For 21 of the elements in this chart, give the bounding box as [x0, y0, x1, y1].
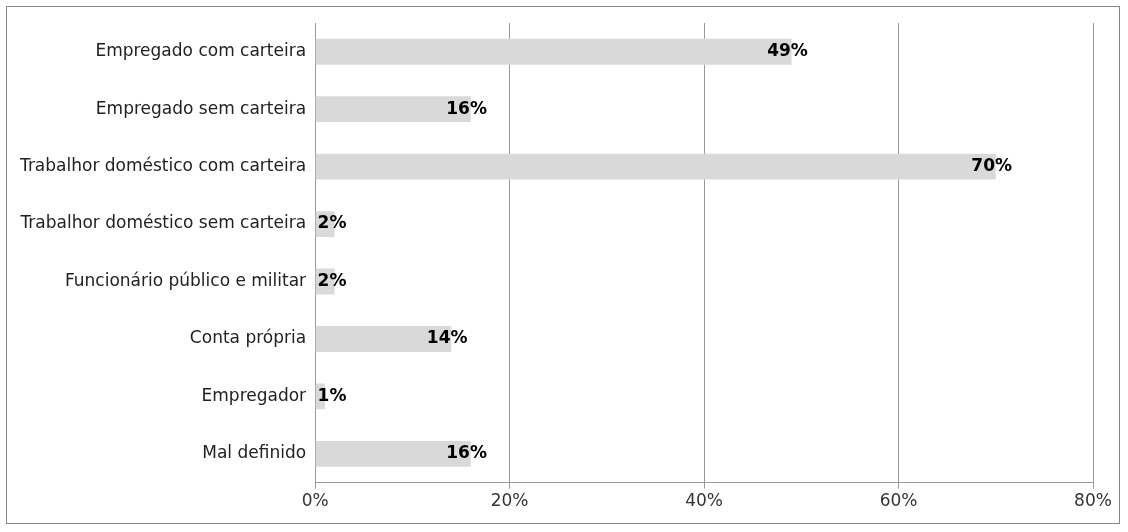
data-label: 16%	[446, 97, 487, 118]
y-tick-label: Empregado sem carteira	[95, 97, 307, 118]
y-tick-label: Mal definido	[202, 442, 307, 463]
y-tick-label: Trabalhor doméstico sem carteira	[19, 212, 307, 233]
y-tick-label: Empregado com carteira	[95, 40, 307, 61]
x-tick-label: 0%	[301, 490, 329, 511]
data-label: 49%	[767, 40, 808, 61]
y-tick-label: Empregador	[201, 384, 307, 405]
y-tick-label: Funcionário público e militar	[64, 269, 307, 290]
x-tick-label: 40%	[685, 490, 723, 511]
x-tick-label: 80%	[1074, 490, 1112, 511]
y-tick-label: Trabalhor doméstico com carteira	[18, 155, 307, 176]
x-tick-label: 20%	[490, 490, 529, 511]
data-label: 2%	[317, 269, 347, 290]
data-label: 14%	[426, 327, 468, 348]
data-label: 2%	[317, 212, 347, 233]
data-label: 16%	[446, 442, 487, 463]
y-tick-label: Conta própria	[189, 327, 307, 348]
data-label: 1%	[317, 384, 347, 405]
x-tick-label: 60%	[879, 490, 918, 511]
data-label: 70%	[971, 155, 1013, 176]
